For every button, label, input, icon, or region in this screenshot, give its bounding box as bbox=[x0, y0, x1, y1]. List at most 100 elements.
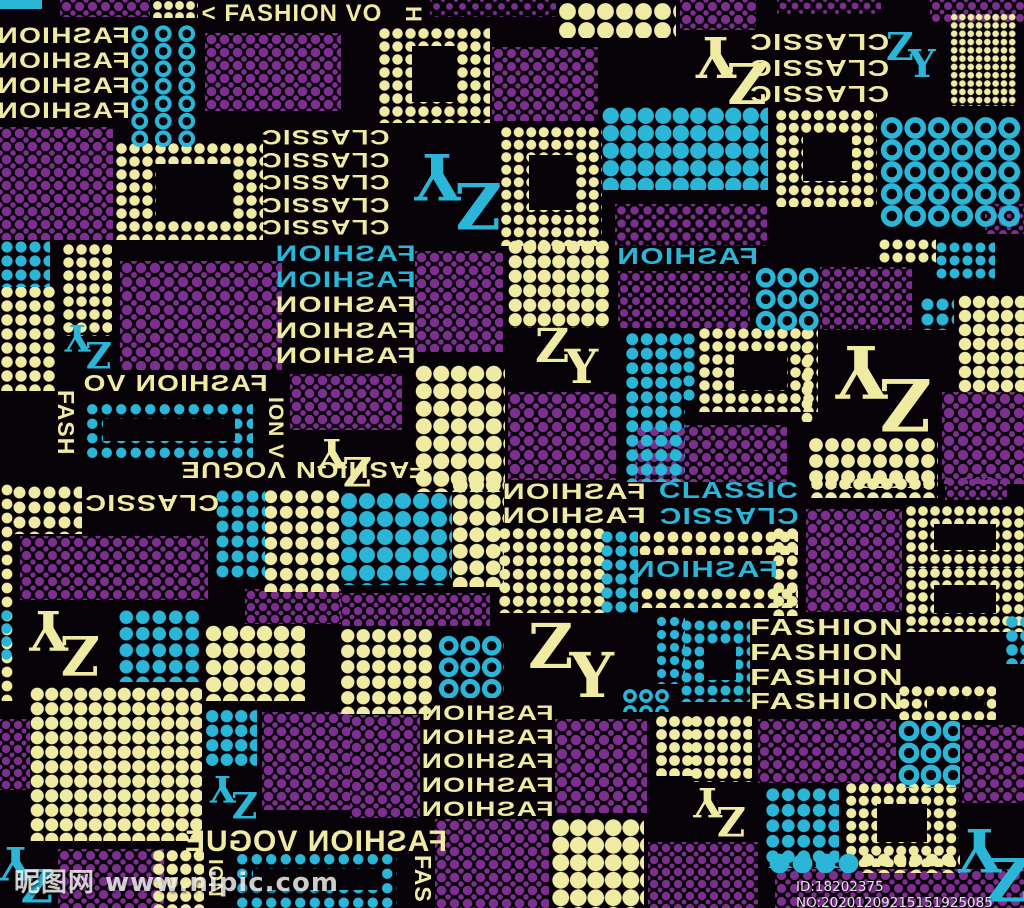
pattern-word: FASHION bbox=[0, 23, 130, 48]
pattern-word: FASHION bbox=[274, 317, 416, 343]
purple-halftone bbox=[290, 374, 402, 430]
purple-halftone bbox=[262, 712, 350, 810]
zy-letter-y: Y bbox=[29, 597, 68, 662]
text-fashion-mirrored-cyan: FASHION bbox=[616, 243, 759, 269]
pattern-word: FASHION bbox=[750, 688, 904, 715]
cream-dot-grid bbox=[690, 715, 752, 782]
purple-halftone bbox=[340, 593, 490, 626]
cyan-dot-column bbox=[1005, 615, 1024, 664]
purple-halftone bbox=[205, 33, 341, 111]
cream-dot-frame bbox=[698, 327, 818, 412]
cream-dot-column bbox=[0, 483, 13, 701]
cyan-ring-row bbox=[622, 688, 670, 712]
purple-halftone bbox=[0, 127, 113, 240]
cream-dot-row bbox=[640, 587, 798, 608]
cream-dot-grid bbox=[340, 628, 432, 714]
cyan-dot-column bbox=[0, 609, 13, 662]
pattern-word: FASHION bbox=[274, 266, 416, 292]
pattern-word: FASHION bbox=[274, 241, 416, 266]
cyan-dot-grid bbox=[600, 530, 638, 615]
purple-halftone bbox=[806, 509, 902, 612]
cyan-dot-row bbox=[768, 852, 860, 873]
cyan-dot-grid bbox=[205, 709, 257, 768]
cyan-bar bbox=[0, 0, 42, 9]
purple-halftone bbox=[435, 819, 549, 908]
cream-dot-grid bbox=[415, 365, 505, 492]
pattern-word: CLASSIC bbox=[260, 125, 390, 149]
text-fashion-mirrored-x4: FASHION FASHION FASHION FASHION bbox=[0, 23, 142, 123]
pattern-word: FASHION bbox=[750, 638, 904, 665]
zy-letter-y: Y bbox=[693, 778, 722, 826]
pattern-word: FASHION bbox=[274, 292, 416, 318]
cream-dot-grid bbox=[552, 819, 644, 908]
cyan-dot-frame bbox=[85, 402, 253, 458]
cream-dot-grid bbox=[205, 625, 305, 701]
cream-dot-grid bbox=[152, 0, 198, 18]
purple-halftone bbox=[775, 869, 1024, 908]
cream-halftone bbox=[498, 527, 606, 613]
zy-letter-z: Z bbox=[455, 167, 502, 242]
dot-frame-hole bbox=[103, 418, 235, 442]
pattern-word: FASHION bbox=[0, 98, 130, 123]
text-fashion-mirrored-cyan: FASHION bbox=[630, 556, 779, 582]
text-fashion-mirrored-x5: FASHION FASHION FASHION FASHION FASHION bbox=[255, 241, 435, 369]
cyan-ring-grid bbox=[755, 267, 819, 332]
dot-frame-hole bbox=[802, 133, 852, 181]
cream-dot-frame bbox=[500, 126, 602, 246]
pattern-word: FASHION bbox=[420, 773, 554, 797]
pattern-word: FASHION bbox=[0, 48, 130, 73]
pattern-word: FASHION bbox=[750, 614, 904, 640]
purple-halftone bbox=[945, 477, 1007, 500]
pattern-word: CLASSIC bbox=[260, 215, 390, 238]
pattern-word: CLASSIC bbox=[260, 170, 390, 194]
cream-dot-grid bbox=[0, 285, 56, 391]
cream-dot-grid bbox=[452, 477, 504, 587]
cream-dot-grid bbox=[263, 489, 341, 592]
pattern-word: CLASSIC bbox=[748, 29, 890, 55]
cream-dot-grid bbox=[558, 2, 676, 38]
purple-halftone bbox=[615, 204, 767, 246]
text-ion-vertical: ION bbox=[204, 859, 226, 898]
purple-halftone bbox=[820, 267, 912, 330]
pattern-word: CLASSIC bbox=[748, 81, 890, 107]
dot-frame-hole bbox=[933, 585, 997, 613]
purple-halftone bbox=[648, 842, 758, 908]
purple-halftone bbox=[508, 392, 616, 480]
cream-dot-grid bbox=[152, 849, 204, 908]
zy-letter-y: Y bbox=[958, 813, 1002, 884]
cyan-dot-grid bbox=[625, 332, 685, 482]
pattern-word: CLASSIC bbox=[260, 147, 390, 171]
cream-dot-frame bbox=[905, 505, 1024, 568]
cream-dot-grid bbox=[508, 240, 610, 328]
dot-frame-hole bbox=[933, 523, 997, 551]
pattern-word: FASHION bbox=[420, 701, 554, 725]
cream-dot-row bbox=[860, 852, 960, 873]
text-fashion-x4: FASHION FASHION FASHION FASHION bbox=[725, 615, 929, 714]
zy-letter-z: Z bbox=[528, 610, 574, 683]
purple-halftone bbox=[58, 849, 164, 908]
dot-frame-hole bbox=[411, 46, 457, 102]
text-classic-flipped-x3: CLASSIC CLASSIC CLASSIC bbox=[732, 29, 906, 107]
cream-dot-row bbox=[810, 477, 938, 498]
cyan-dot-column bbox=[682, 332, 697, 403]
purple-halftone bbox=[0, 719, 30, 790]
purple-halftone bbox=[555, 719, 647, 813]
zy-letter-y: Y bbox=[569, 638, 614, 712]
pattern-word: CLASSIC bbox=[748, 55, 890, 81]
cream-dot-grid bbox=[30, 687, 202, 841]
cream-dot-frame bbox=[775, 109, 877, 207]
purple-halftone bbox=[415, 251, 503, 352]
cream-dot-grid bbox=[958, 295, 1024, 393]
pattern-word: FASHION bbox=[420, 725, 554, 749]
cyan-dot-grid bbox=[0, 240, 50, 287]
zy-letter-z: Z bbox=[879, 362, 932, 447]
text-fas-vertical: FAS bbox=[410, 854, 436, 903]
